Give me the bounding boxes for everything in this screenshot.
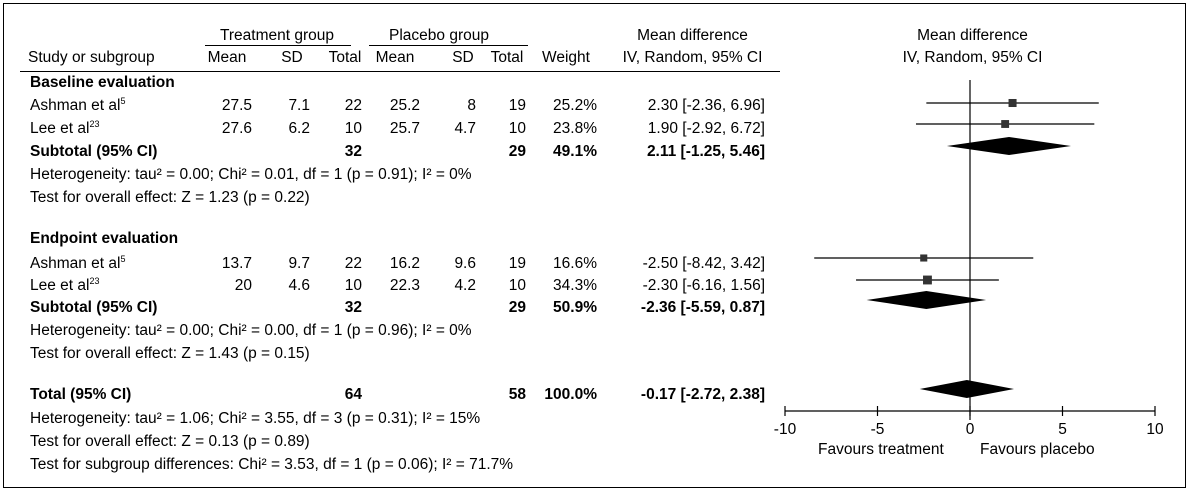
study-sd-placebo: 9.6 [454, 255, 476, 272]
subtotal-label: Subtotal (95% CI) [30, 299, 158, 316]
col-weight: Weight [542, 49, 590, 66]
study-total-placebo: 10 [508, 277, 526, 294]
placebo-group-underline [369, 45, 528, 46]
total-n-placebo: 58 [508, 386, 526, 403]
favours-treatment-label: Favours treatment [818, 441, 944, 458]
col-total-treatment: Total [328, 49, 362, 66]
group-title-endpoint: Endpoint evaluation [30, 230, 179, 247]
study-ci: -2.50 [-8.42, 3.42] [642, 255, 765, 272]
study-sd-placebo: 8 [467, 97, 476, 114]
total-overall-effect-text: Test for overall effect: Z = 0.13 (p = 0… [30, 433, 310, 450]
study-total-treatment: 10 [344, 120, 362, 137]
study-mean-treatment: 20 [234, 277, 252, 294]
study-sd-treatment: 9.7 [288, 255, 310, 272]
study-mean-treatment: 27.6 [221, 120, 252, 137]
placebo-group-header: Placebo group [389, 27, 489, 44]
study-ci: 2.30 [-2.36, 6.96] [647, 97, 765, 114]
study-sd-placebo: 4.2 [454, 277, 476, 294]
study-weight: 25.2% [553, 97, 597, 114]
x-axis-tick-label: 10 [1146, 421, 1164, 438]
subtotal-total-placebo: 29 [508, 143, 526, 160]
total-n-treatment: 64 [344, 386, 362, 403]
study-point-square [1001, 120, 1010, 128]
study-total-treatment: 10 [344, 277, 362, 294]
study-point-square [920, 254, 928, 262]
total-heterogeneity-text: Heterogeneity: tau² = 1.06; Chi² = 3.55,… [30, 410, 481, 427]
heterogeneity-text: Heterogeneity: tau² = 0.00; Chi² = 0.01,… [30, 166, 472, 183]
overall-effect-text: Test for overall effect: Z = 1.23 (p = 0… [30, 189, 310, 206]
study-mean-placebo: 25.7 [389, 120, 420, 137]
subtotal-weight: 50.9% [553, 299, 597, 316]
header-divider [20, 71, 780, 72]
study-sd-placebo: 4.7 [454, 120, 476, 137]
total-diamond [919, 380, 1015, 398]
total-label: Total (95% CI) [30, 386, 132, 403]
study-sd-treatment: 7.1 [288, 97, 310, 114]
forest-plot-figure [3, 3, 1186, 488]
col-sd-placebo: SD [452, 49, 474, 66]
mean-diff-header-right-2: IV, Random, 95% CI [902, 49, 1043, 66]
heterogeneity-text: Heterogeneity: tau² = 0.00; Chi² = 0.00,… [30, 322, 472, 339]
study-point-square [1008, 98, 1017, 108]
subtotal-total-treatment: 32 [344, 299, 362, 316]
col-total-placebo: Total [490, 49, 524, 66]
subgroup-differences-text: Test for subgroup differences: Chi² = 3.… [30, 456, 514, 473]
study-weight: 23.8% [553, 120, 597, 137]
overall-effect-text: Test for overall effect: Z = 1.43 (p = 0… [30, 345, 310, 362]
treatment-group-header: Treatment group [219, 27, 334, 44]
col-sd-treatment: SD [281, 49, 303, 66]
study-mean-placebo: 16.2 [389, 255, 420, 272]
study-total-placebo: 19 [508, 97, 526, 114]
study-mean-placebo: 25.2 [389, 97, 420, 114]
study-name: Ashman et al5 [30, 96, 126, 115]
total-weight: 100.0% [544, 386, 597, 403]
subtotal-ci: 2.11 [-1.25, 5.46] [646, 143, 765, 160]
study-name: Lee et al23 [30, 119, 100, 138]
study-point-square [923, 275, 932, 285]
study-ci: 1.90 [-2.92, 6.72] [647, 120, 765, 137]
subtotal-ci: -2.36 [-5.59, 0.87] [640, 299, 765, 316]
mean-diff-header-right-1: Mean difference [917, 27, 1028, 44]
study-total-treatment: 22 [344, 255, 362, 272]
favours-placebo-label: Favours placebo [980, 441, 1095, 458]
x-axis-tick-label: -10 [774, 421, 797, 438]
study-sd-treatment: 6.2 [288, 120, 310, 137]
mean-diff-header-left-1: Mean difference [637, 27, 748, 44]
subtotal-label: Subtotal (95% CI) [30, 143, 158, 160]
study-total-treatment: 22 [344, 97, 362, 114]
study-mean-placebo: 22.3 [389, 277, 420, 294]
x-axis-tick-label: 5 [1058, 421, 1067, 438]
col-mean-placebo: Mean [375, 49, 415, 66]
study-total-placebo: 19 [508, 255, 526, 272]
group-title-baseline: Baseline evaluation [30, 74, 175, 91]
study-name: Ashman et al5 [30, 254, 126, 273]
x-axis-tick-label: 0 [966, 421, 975, 438]
study-weight: 34.3% [553, 277, 597, 294]
x-axis-tick-label: -5 [871, 421, 885, 438]
total-ci: -0.17 [-2.72, 2.38] [640, 386, 765, 403]
study-name: Lee et al23 [30, 276, 100, 295]
study-mean-treatment: 27.5 [221, 97, 252, 114]
col-study: Study or subgroup [28, 49, 155, 66]
study-sd-treatment: 4.6 [288, 277, 310, 294]
study-total-placebo: 10 [508, 120, 526, 137]
mean-diff-header-left-2: IV, Random, 95% CI [622, 49, 763, 66]
subtotal-weight: 49.1% [553, 143, 597, 160]
subtotal-total-treatment: 32 [344, 143, 362, 160]
study-mean-treatment: 13.7 [221, 255, 252, 272]
study-weight: 16.6% [553, 255, 597, 272]
study-ci: -2.30 [-6.16, 1.56] [642, 277, 765, 294]
col-mean-treatment: Mean [207, 49, 247, 66]
subtotal-diamond [946, 137, 1072, 155]
subtotal-total-placebo: 29 [508, 299, 526, 316]
treatment-group-underline [205, 45, 351, 46]
subtotal-diamond [866, 291, 987, 309]
